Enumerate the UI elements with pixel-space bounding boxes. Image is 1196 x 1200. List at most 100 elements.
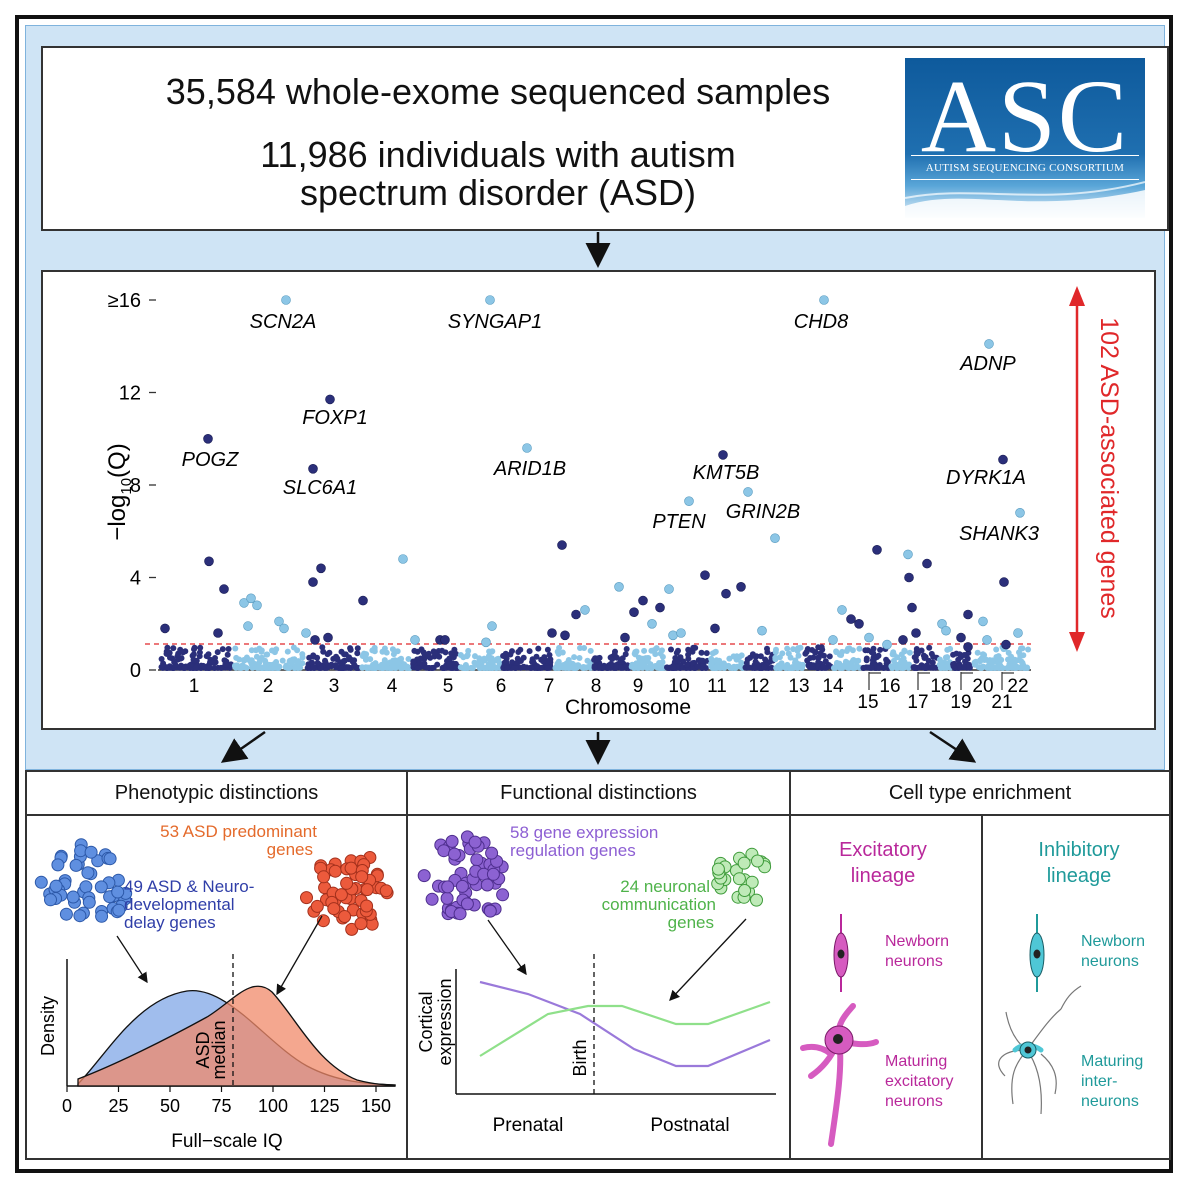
logo-wave (905, 181, 1145, 218)
iq-tick-label: 50 (160, 1096, 180, 1116)
iq-tick-label: 0 (62, 1096, 72, 1116)
chromosome-label: 20 (972, 676, 993, 697)
gene-point-foxp1 (325, 394, 335, 405)
orange-label-2: genes (267, 840, 313, 859)
inhibitory-title-2: lineage (1047, 865, 1112, 887)
iq-tick-label: 25 (108, 1096, 128, 1116)
disorder-label: spectrum disorder (ASD) (299, 172, 697, 213)
gene-point-adnp (984, 339, 994, 349)
y-tick-label: 8 (130, 475, 141, 497)
gene-point-grin2b (743, 487, 753, 497)
y-tick-label: 12 (119, 383, 141, 405)
functional-title: Functional distinctions (408, 772, 789, 816)
prenatal-label: Prenatal (493, 1115, 564, 1136)
excitatory-maturing-label-2: excitatory (885, 1073, 953, 1090)
functional-graphic: 58 gene expression regulation genes 24 n… (416, 823, 776, 1136)
gene-label-dyrk1a: DYRK1A (946, 467, 1026, 489)
gene-label-adnp: ADNP (959, 353, 1016, 375)
blue-gene-cluster (34, 838, 133, 923)
y-tick-label: ≥16 (108, 290, 141, 312)
gene-point-pogz (203, 434, 213, 444)
expression-label-1: Cortical (416, 991, 436, 1052)
orange-gene-cluster (300, 851, 394, 936)
logo-text: ASC (920, 59, 1130, 174)
iq-tick-label: 100 (258, 1096, 288, 1116)
inhibitory-newborn-neuron-icon (1029, 914, 1045, 992)
gene-point-kmt5b (718, 450, 728, 460)
chromosome-label: 13 (788, 676, 809, 697)
chromosome-label: 6 (496, 676, 507, 697)
excitatory-title-1: Excitatory (839, 839, 927, 861)
celltype-graphic: Excitatory lineage Newborn neurons Matur… (800, 839, 1145, 1147)
inhibitory-title-1: Inhibitory (1038, 839, 1119, 861)
inhibitory-maturing-label-2: inter- (1081, 1073, 1117, 1090)
chromosome-label: 7 (544, 676, 555, 697)
gene-point-shank3 (1015, 508, 1025, 518)
birth-label: Birth (570, 1039, 590, 1076)
y-tick-label: 4 (130, 568, 141, 590)
gene-labels: SCN2A SYNGAP1 CHD8 ADNP FOXP1 POGZ ARID1B KMT5B… (182, 311, 1039, 545)
excitatory-newborn-label-2: neurons (885, 953, 943, 970)
chromosome-label: 21 (991, 692, 1012, 713)
individual-count: 11,986 individuals with autism (260, 134, 736, 175)
inhibitory-maturing-label-3: neurons (1081, 1093, 1139, 1110)
bottom-panels: Phenotypic distinctions 53 ASD predomina… (25, 770, 1171, 1160)
inhibitory-maturing-label-1: Maturing (1081, 1053, 1143, 1070)
gene-point-arid1b (522, 443, 532, 453)
chromosome-label: 22 (1007, 676, 1028, 697)
communication-expression-line (479, 1000, 771, 1057)
logo-subtitle: AUTISM SEQUENCING CONSORTIUM (925, 162, 1125, 174)
iq-tick-label: 150 (361, 1096, 391, 1116)
chromosome-label: 16 (879, 676, 900, 697)
green-label-1: 24 neuronal (620, 877, 710, 896)
green-label-2: communication (602, 895, 716, 914)
gene-label-kmt5b: KMT5B (693, 462, 760, 484)
orange-density-curve (77, 985, 396, 1087)
gene-point-dyrk1a (998, 454, 1008, 465)
chromosome-label: 1 (189, 676, 200, 697)
median-label-1: ASD (193, 1031, 213, 1068)
chromosome-label: 11 (707, 676, 727, 697)
blue-label-3: delay genes (124, 913, 216, 932)
iq-tick-label: 75 (211, 1096, 231, 1116)
gene-label-arid1b: ARID1B (493, 458, 566, 480)
blue-label-1: 49 ASD & Neuro- (124, 877, 254, 896)
excitatory-newborn-neuron-icon (833, 914, 849, 992)
manhattan-plot-box: −log10(Q) ≥16 12 8 4 0 SCN2A SYNGAP1 CHD8 ADNP F… (41, 270, 1156, 730)
gene-label-foxp1: FOXP1 (302, 407, 368, 429)
chromosome-label: 4 (387, 676, 398, 697)
iq-tick-label: 125 (309, 1096, 339, 1116)
excitatory-title-2: lineage (851, 865, 916, 887)
gene-point-scn2a (281, 295, 291, 305)
gene-label-chd8: CHD8 (794, 311, 848, 333)
purple-label-2: regulation genes (510, 841, 636, 860)
excitatory-maturing-neuron-icon (800, 1003, 879, 1147)
phenotypic-panel: Phenotypic distinctions 53 ASD predomina… (25, 770, 408, 1160)
gene-count-label: 102 ASD-associated genes (1095, 317, 1123, 619)
flow-arrows (220, 232, 977, 765)
gene-label-pogz: POGZ (182, 449, 239, 471)
purple-gene-cluster (417, 830, 510, 921)
blue-label-2: developmental (124, 895, 235, 914)
excitatory-newborn-label-1: Newborn (885, 933, 949, 950)
chromosome-label: 19 (950, 692, 971, 713)
iq-axis-label: Full−scale IQ (171, 1131, 282, 1152)
chromosome-label: 14 (822, 676, 844, 697)
chromosome-label: 5 (443, 676, 454, 697)
chromosome-label: 3 (329, 676, 340, 697)
chromosome-label: 8 (591, 676, 602, 697)
chromosome-label: 10 (668, 676, 689, 697)
y-tick-label: 0 (130, 660, 141, 682)
chromosome-label: 17 (907, 692, 928, 713)
chromosome-label: 2 (263, 676, 274, 697)
chromosome-label: 9 (633, 676, 644, 697)
gene-label-syngap1: SYNGAP1 (448, 311, 542, 333)
gene-point-syngap1 (485, 295, 495, 305)
postnatal-label: Postnatal (650, 1115, 729, 1136)
chromosome-axis-label: Chromosome (565, 696, 691, 719)
sample-count: 35,584 whole-exome sequenced samples (165, 71, 831, 112)
green-gene-cluster (711, 847, 772, 907)
inhibitory-newborn-label-1: Newborn (1081, 933, 1145, 950)
